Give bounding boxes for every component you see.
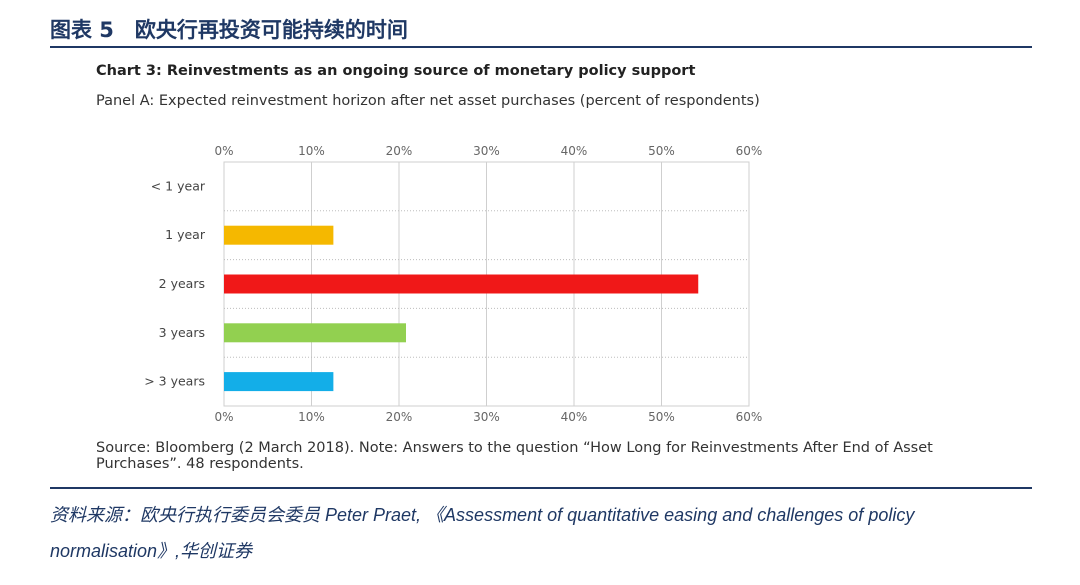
x-tick-label-top: 20% xyxy=(386,144,413,158)
x-tick-label-top: 30% xyxy=(473,144,500,158)
figure-title: 图表 5 欧央行再投资可能持续的时间 xyxy=(50,18,408,42)
x-tick-label-bottom: 60% xyxy=(736,410,763,424)
x-tick-label-top: 10% xyxy=(298,144,325,158)
category-label: 3 years xyxy=(159,325,205,340)
bar xyxy=(224,274,699,294)
category-label: > 3 years xyxy=(144,374,205,389)
chart-title: Chart 3: Reinvestments as an ongoing sou… xyxy=(96,63,696,79)
x-tick-label-top: 50% xyxy=(648,144,675,158)
panel-subtitle: Panel A: Expected reinvestment horizon a… xyxy=(96,93,760,109)
x-tick-label-bottom: 0% xyxy=(214,410,233,424)
x-tick-label-top: 40% xyxy=(561,144,588,158)
x-tick-label-bottom: 10% xyxy=(298,410,325,424)
chart-note: Source: Bloomberg (2 March 2018). Note: … xyxy=(96,440,933,472)
category-label: < 1 year xyxy=(151,178,206,193)
x-tick-label-bottom: 30% xyxy=(473,410,500,424)
x-tick-label-top: 60% xyxy=(736,144,763,158)
category-label: 2 years xyxy=(159,276,205,291)
source-footer: 资料来源：欧央行执行委员会委员 Peter Praet, 《Assessment… xyxy=(50,487,1032,569)
x-tick-label-top: 0% xyxy=(214,144,233,158)
x-tick-label-bottom: 20% xyxy=(386,410,413,424)
figure-header: 图表 5 欧央行再投资可能持续的时间 xyxy=(50,12,1032,48)
x-tick-label-bottom: 50% xyxy=(648,410,675,424)
bar xyxy=(224,323,406,343)
bar xyxy=(224,372,334,392)
bar xyxy=(224,225,334,245)
x-tick-label-bottom: 40% xyxy=(561,410,588,424)
category-label: 1 year xyxy=(165,227,206,242)
